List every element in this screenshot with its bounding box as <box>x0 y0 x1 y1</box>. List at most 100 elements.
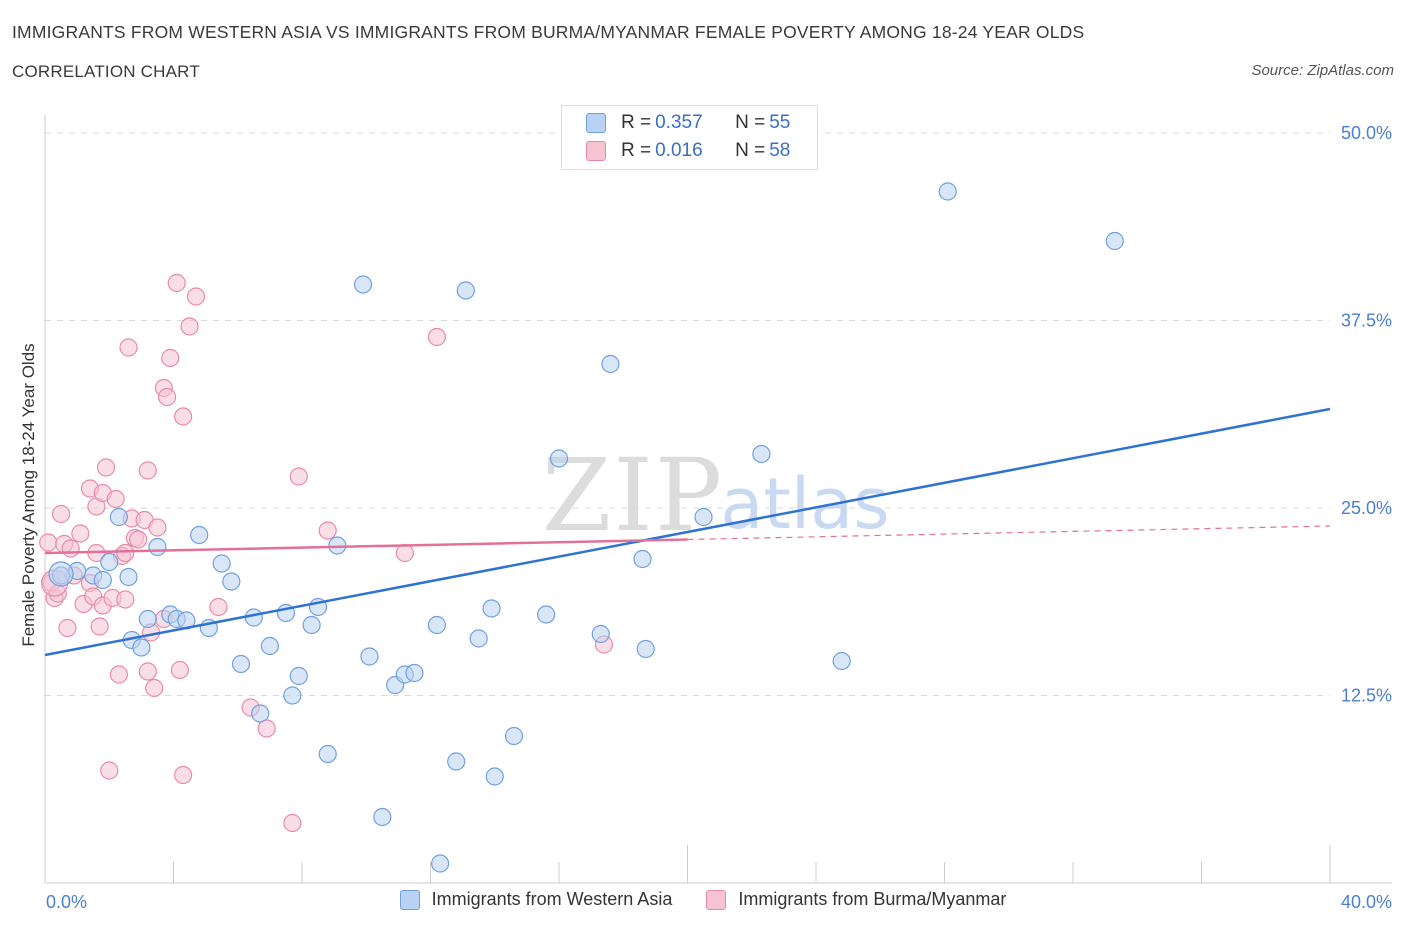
legend-label-burma: Immigrants from Burma/Myanmar <box>738 889 1007 909</box>
point-burma <box>138 461 157 480</box>
legend-item-western-asia[interactable]: Immigrants from Western Asia <box>399 889 673 910</box>
point-burma <box>129 530 148 549</box>
point-western-asia <box>251 704 270 723</box>
point-western-asia <box>636 639 655 659</box>
legend-label-western-asia: Immigrants from Western Asia <box>431 889 673 909</box>
point-burma <box>119 338 138 357</box>
point-western-asia <box>549 449 569 468</box>
point-western-asia <box>283 686 302 705</box>
point-burma <box>100 761 119 780</box>
watermark-atlas: atlas <box>720 463 889 545</box>
y-tick-label: 25.0% <box>1341 498 1392 518</box>
point-burma <box>90 617 109 636</box>
legend-item-burma[interactable]: Immigrants from Burma/Myanmar <box>706 889 1006 910</box>
point-western-asia <box>93 570 112 590</box>
point-burma <box>167 273 186 293</box>
trend-line-western-asia <box>44 407 1331 657</box>
point-western-asia <box>456 281 475 300</box>
point-western-asia <box>601 354 620 374</box>
point-western-asia <box>318 744 337 764</box>
point-burma <box>145 678 164 698</box>
point-western-asia <box>212 554 231 573</box>
pink-n-label: N = <box>735 140 766 161</box>
point-burma <box>395 543 414 563</box>
point-western-asia <box>148 537 167 557</box>
point-western-asia <box>373 807 392 827</box>
trend-lines <box>44 407 1331 657</box>
watermark-zip: ZIP <box>542 437 724 554</box>
stats-legend: R = 0.357 N = 55 R = 0.016 N = 58 <box>561 105 818 170</box>
point-western-asia <box>752 444 771 464</box>
point-western-asia <box>222 572 241 591</box>
legend-swatch-pink <box>706 889 727 910</box>
point-burma <box>161 348 180 368</box>
point-burma <box>318 521 337 540</box>
point-western-asia <box>109 507 128 527</box>
point-burma <box>180 317 199 336</box>
point-western-asia <box>633 549 652 569</box>
point-burma <box>96 458 116 477</box>
blue-n-value: 55 <box>769 112 791 133</box>
stats-row-blue: R = 0.357 N = 55 <box>586 112 790 134</box>
point-burma <box>39 533 58 552</box>
chart-subtitle: CORRELATION CHART <box>12 62 200 81</box>
y-tick-label: 37.5% <box>1341 311 1392 331</box>
point-burma <box>148 518 167 537</box>
point-western-asia <box>260 636 279 656</box>
point-burma <box>106 489 125 509</box>
point-burma <box>170 660 190 680</box>
pink-n-value: 58 <box>769 140 791 161</box>
point-western-asia <box>231 654 251 674</box>
point-western-asia <box>694 507 713 527</box>
trend-line-burma <box>44 538 688 555</box>
point-burma <box>174 765 193 785</box>
point-burma <box>209 597 228 617</box>
point-western-asia <box>302 615 321 635</box>
source-label: Source: ZipAtlas.com <box>1251 62 1394 79</box>
point-western-asia <box>289 666 308 686</box>
point-western-asia <box>244 608 263 627</box>
point-western-asia-cluster <box>48 561 74 587</box>
point-burma <box>157 387 177 407</box>
point-western-asia <box>190 525 209 545</box>
point-western-asia <box>132 638 151 657</box>
blue-r-label: R = <box>621 112 652 133</box>
pink-swatch <box>586 141 606 161</box>
point-burma <box>283 813 302 833</box>
point-burma <box>257 719 276 738</box>
point-western-asia <box>469 629 488 648</box>
blue-swatch <box>586 113 606 133</box>
point-burma <box>109 665 128 684</box>
grid-lines <box>45 132 1330 696</box>
point-western-asia <box>504 726 524 746</box>
bottom-legend: Immigrants from Western Asia Immigrants … <box>0 889 1406 910</box>
point-western-asia <box>832 651 851 671</box>
tick-labels: 12.5% 25.0% 37.5% 50.0% 0.0% 40.0% <box>46 123 1392 912</box>
point-burma <box>138 662 157 681</box>
stats-row-pink: R = 0.016 N = 58 <box>586 140 790 162</box>
point-western-asia <box>537 605 556 624</box>
blue-r-value: 0.357 <box>655 112 703 133</box>
point-western-asia <box>100 552 119 572</box>
point-burma <box>186 287 206 306</box>
point-burma <box>58 618 77 638</box>
point-burma <box>61 539 80 558</box>
x-tick-label: 0.0% <box>46 892 87 912</box>
axes <box>44 115 1392 884</box>
y-tick-label: 12.5% <box>1341 686 1392 706</box>
point-western-asia <box>447 752 466 771</box>
point-western-asia <box>360 647 379 666</box>
point-western-asia <box>138 609 157 629</box>
pink-r-label: R = <box>621 140 652 161</box>
point-burma <box>427 327 447 347</box>
point-western-asia <box>431 854 450 873</box>
point-western-asia <box>353 275 373 294</box>
point-burma <box>71 524 90 543</box>
point-burma <box>289 467 308 486</box>
series-western-asia-points <box>48 182 1124 873</box>
y-tick-label: 50.0% <box>1341 123 1392 143</box>
point-burma <box>116 543 135 563</box>
pink-r-value: 0.016 <box>655 140 703 161</box>
point-western-asia <box>482 599 501 618</box>
